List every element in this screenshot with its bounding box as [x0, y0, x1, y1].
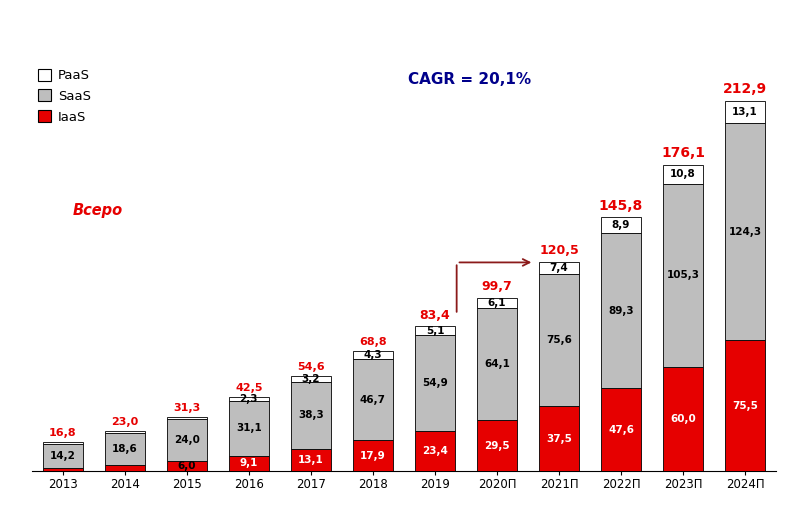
Text: 83,4: 83,4	[420, 309, 451, 322]
Text: 105,3: 105,3	[667, 270, 699, 280]
Text: 5,1: 5,1	[425, 326, 444, 336]
Bar	[229, 401, 269, 455]
Bar	[352, 359, 393, 440]
Text: Всеро: Всеро	[73, 204, 123, 219]
Text: 10,8: 10,8	[670, 169, 696, 179]
Bar	[291, 449, 331, 471]
Text: 17,9: 17,9	[360, 451, 386, 461]
Bar	[601, 388, 642, 471]
Text: 64,1: 64,1	[484, 359, 510, 369]
Text: 38,3: 38,3	[298, 410, 324, 420]
Bar	[663, 183, 703, 367]
Text: 29,5: 29,5	[484, 441, 510, 451]
Text: 68,8: 68,8	[359, 337, 386, 347]
Bar	[166, 419, 207, 461]
Bar	[415, 326, 455, 335]
Text: 42,5: 42,5	[235, 383, 263, 393]
Bar	[601, 233, 642, 388]
Text: 7,4: 7,4	[550, 263, 569, 273]
Text: 99,7: 99,7	[482, 280, 512, 293]
Bar	[105, 431, 145, 433]
Bar	[352, 351, 393, 359]
Text: 89,3: 89,3	[608, 306, 634, 316]
Bar	[663, 367, 703, 471]
Text: 120,5: 120,5	[539, 244, 579, 257]
Text: 54,9: 54,9	[422, 378, 447, 388]
Text: 31,3: 31,3	[173, 402, 200, 412]
Bar	[43, 442, 83, 443]
Bar	[352, 440, 393, 471]
Text: 13,1: 13,1	[733, 107, 758, 117]
Text: 176,1: 176,1	[661, 147, 705, 161]
Bar	[105, 465, 145, 471]
Bar	[229, 397, 269, 401]
Text: 6,1: 6,1	[488, 298, 506, 308]
Text: 3,2: 3,2	[302, 374, 320, 384]
Text: 37,5: 37,5	[546, 434, 572, 444]
Bar	[415, 335, 455, 430]
Text: 31,1: 31,1	[236, 423, 261, 434]
Bar	[725, 100, 765, 123]
Bar	[539, 406, 579, 471]
Bar	[477, 420, 517, 471]
Text: 75,6: 75,6	[546, 335, 572, 346]
Bar	[291, 376, 331, 382]
Text: 6,0: 6,0	[177, 461, 196, 471]
Text: 124,3: 124,3	[729, 227, 762, 237]
Text: 13,1: 13,1	[298, 455, 324, 465]
Text: 16,8: 16,8	[49, 428, 77, 438]
Text: 60,0: 60,0	[670, 414, 696, 424]
Text: 14,2: 14,2	[50, 451, 76, 461]
Bar	[725, 340, 765, 471]
Bar	[539, 262, 579, 275]
Bar	[105, 433, 145, 465]
Bar	[725, 123, 765, 340]
Text: 23,4: 23,4	[422, 446, 448, 456]
Text: 4,3: 4,3	[364, 350, 383, 360]
Text: 18,6: 18,6	[112, 444, 138, 454]
Text: 145,8: 145,8	[599, 199, 643, 213]
Bar	[43, 443, 83, 468]
Text: 75,5: 75,5	[732, 400, 758, 411]
Bar	[415, 430, 455, 471]
Text: 9,1: 9,1	[240, 458, 258, 468]
Bar	[539, 275, 579, 406]
Bar	[166, 417, 207, 419]
Text: 24,0: 24,0	[173, 435, 200, 445]
Bar	[477, 298, 517, 308]
Text: 46,7: 46,7	[360, 395, 386, 405]
Bar	[663, 165, 703, 183]
Text: CAGR = 20,1%: CAGR = 20,1%	[408, 73, 531, 88]
Text: 47,6: 47,6	[608, 425, 634, 435]
Text: 2,3: 2,3	[239, 394, 258, 405]
Legend: PaaS, SaaS, IaaS: PaaS, SaaS, IaaS	[38, 69, 91, 123]
Bar	[601, 218, 642, 233]
Text: 23,0: 23,0	[111, 417, 139, 427]
Bar	[291, 382, 331, 449]
Text: 8,9: 8,9	[612, 220, 630, 230]
Text: 212,9: 212,9	[723, 82, 767, 96]
Bar	[477, 308, 517, 420]
Bar	[166, 461, 207, 471]
Bar	[43, 468, 83, 471]
Bar	[229, 455, 269, 471]
Text: 54,6: 54,6	[297, 362, 325, 372]
